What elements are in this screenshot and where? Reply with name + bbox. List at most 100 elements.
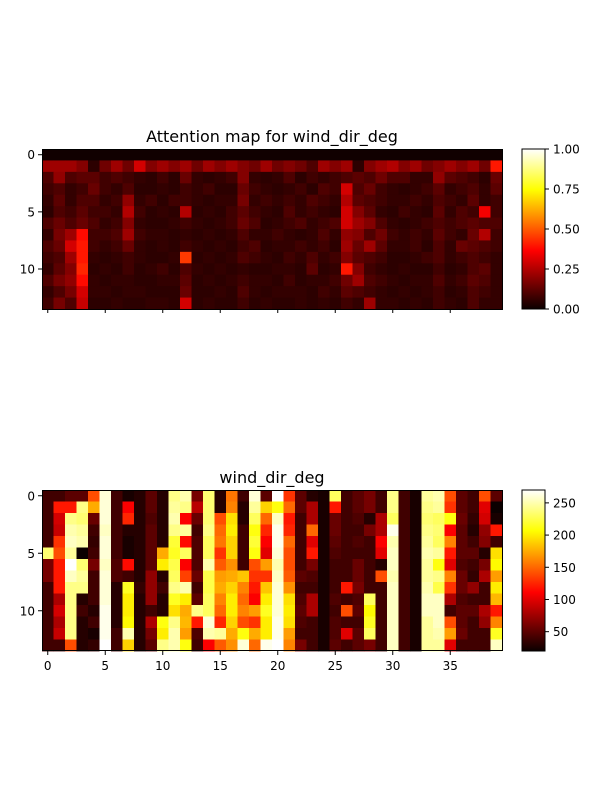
heatmap-cell: [375, 286, 388, 298]
heatmap-cell: [53, 536, 66, 548]
heatmap-cell: [490, 570, 503, 583]
heatmap-cell: [145, 593, 158, 606]
heatmap-cell: [168, 536, 181, 548]
heatmap-cell: [490, 274, 503, 287]
heatmap-cell: [76, 160, 89, 173]
heatmap-cell: [203, 240, 215, 253]
heatmap-cell: [421, 263, 434, 276]
heatmap-cell: [410, 183, 422, 196]
heatmap-cell: [410, 570, 422, 583]
heatmap-cell: [318, 149, 330, 161]
heatmap-cell: [467, 536, 480, 548]
heatmap-cell: [65, 206, 77, 218]
heatmap-cell: [433, 240, 445, 253]
heatmap-cell: [421, 229, 434, 241]
heatmap-cell: [318, 217, 330, 230]
heatmap-cell: [42, 513, 54, 525]
heatmap-cell: [398, 616, 411, 629]
heatmap-cell: [364, 547, 376, 560]
heatmap-cell: [479, 229, 491, 241]
heatmap-cell: [88, 160, 100, 173]
heatmap-cell: [479, 513, 491, 525]
heatmap-cell: [88, 501, 100, 514]
heatmap-cell: [479, 559, 491, 571]
heatmap-cell: [168, 297, 181, 310]
heatmap-cell: [260, 297, 273, 310]
heatmap-cell: [283, 149, 296, 161]
heatmap-cell: [260, 582, 273, 594]
heatmap-cell: [329, 570, 342, 583]
heatmap-cell: [157, 490, 169, 502]
heatmap-cell: [444, 593, 457, 606]
heatmap-cell: [65, 582, 77, 594]
heatmap-cell: [387, 149, 399, 161]
heatmap-cell: [145, 251, 158, 264]
heatmap-cell: [111, 490, 123, 502]
heatmap-cell: [456, 570, 468, 583]
heatmap-cell: [42, 582, 54, 594]
heatmap-cell: [76, 149, 89, 161]
heatmap-cell: [433, 297, 445, 310]
heatmap-cell: [444, 605, 457, 617]
heatmap-cell: [341, 593, 353, 606]
heatmap-cell: [272, 263, 284, 276]
heatmap-cell: [306, 490, 319, 502]
heatmap-cell: [306, 229, 319, 241]
heatmap-cell: [226, 570, 238, 583]
heatmap-cell: [364, 149, 376, 161]
heatmap-cell: [42, 297, 54, 310]
x-tick-label: 25: [328, 659, 343, 673]
heatmap-cell: [444, 263, 457, 276]
heatmap-cell: [122, 593, 135, 606]
heatmap-cell: [226, 251, 238, 264]
heatmap-cell: [352, 263, 365, 276]
heatmap-cell: [237, 194, 250, 207]
heatmap-cell: [352, 536, 365, 548]
heatmap-cell: [76, 570, 89, 583]
heatmap-cell: [387, 616, 399, 629]
heatmap-cell: [479, 639, 491, 652]
heatmap-cell: [214, 639, 227, 652]
heatmap-cell: [111, 206, 123, 218]
heatmap-cell: [249, 536, 261, 548]
heatmap-cell: [260, 286, 273, 298]
heatmap-cell: [410, 206, 422, 218]
heatmap-cell: [237, 240, 250, 253]
heatmap-cell: [295, 217, 307, 230]
heatmap-cell: [226, 240, 238, 253]
heatmap-cell: [444, 628, 457, 640]
heatmap-cell: [157, 263, 169, 276]
heatmap-cell: [157, 194, 169, 207]
heatmap-cell: [444, 501, 457, 514]
heatmap-cell: [456, 297, 468, 310]
heatmap-cell: [180, 605, 192, 617]
heatmap-cell: [260, 206, 273, 218]
heatmap-cell: [318, 183, 330, 196]
heatmap-cell: [237, 628, 250, 640]
heatmap-cell: [191, 628, 204, 640]
heatmap-cell: [203, 206, 215, 218]
heatmap-cell: [433, 160, 445, 173]
heatmap-cell: [341, 559, 353, 571]
heatmap-cell: [237, 582, 250, 594]
heatmap-cell: [283, 639, 296, 652]
heatmap-cell: [65, 183, 77, 196]
heatmap-cell: [42, 206, 54, 218]
heatmap-cell: [375, 570, 388, 583]
heatmap-cell: [226, 582, 238, 594]
heatmap-cell: [272, 206, 284, 218]
heatmap-cell: [99, 582, 112, 594]
heatmap-cell: [157, 616, 169, 629]
heatmap-cell: [88, 582, 100, 594]
heatmap-cell: [249, 183, 261, 196]
heatmap-cell: [203, 616, 215, 629]
y-tick-label: 0: [27, 148, 35, 162]
heatmap-cell: [295, 605, 307, 617]
heatmap-cell: [65, 217, 77, 230]
colorbar-tick-label: 0.25: [553, 263, 580, 277]
heatmap-cell: [283, 286, 296, 298]
heatmap-cell: [134, 582, 146, 594]
heatmap-cell: [53, 605, 66, 617]
heatmap-cell: [398, 547, 411, 560]
heatmap-cell: [306, 194, 319, 207]
